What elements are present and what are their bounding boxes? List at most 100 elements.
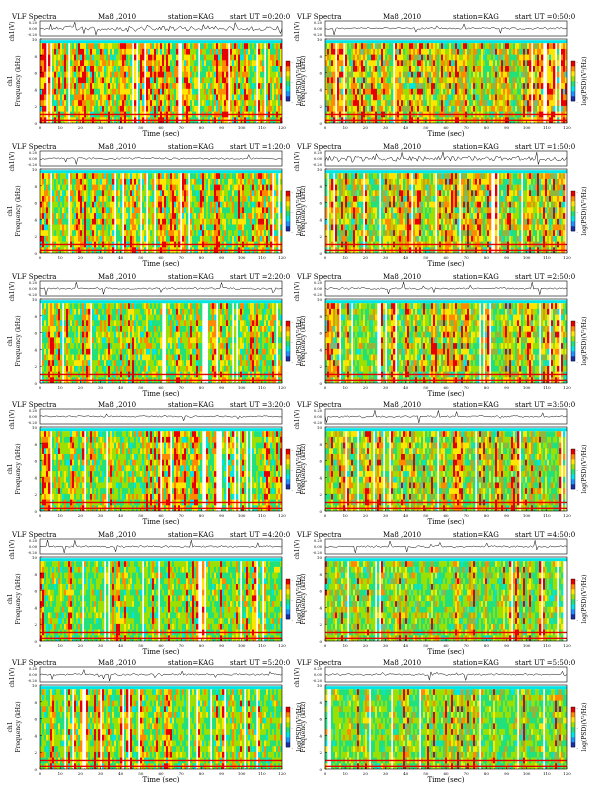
spectrogram-cell	[98, 88, 101, 95]
spectrogram-cell	[114, 66, 117, 72]
spectrogram-cell	[523, 77, 526, 84]
spectrogram-cell	[80, 173, 83, 180]
spectrogram-cell	[136, 184, 139, 191]
spectrogram-cell	[349, 43, 352, 50]
spectrogram-cell	[565, 66, 567, 72]
spectrogram-cell	[120, 207, 123, 214]
spectrogram-cell	[44, 207, 47, 214]
spectrogram-cell	[421, 66, 424, 72]
spectrogram-cell	[220, 94, 223, 101]
spectrogram-cell	[274, 218, 277, 225]
spectrogram-cell	[563, 48, 566, 55]
spectrogram-cell	[160, 66, 163, 72]
spectrogram-cell	[539, 77, 542, 84]
spectrogram-cell	[114, 60, 117, 67]
high-band	[325, 40, 567, 44]
spectrogram-cell	[104, 213, 107, 220]
spectrogram-cell	[82, 83, 85, 90]
time-tick-label: 10	[58, 125, 64, 130]
spectrogram-cell	[457, 83, 460, 90]
spectrogram-cell	[411, 54, 414, 61]
spectrogram-cell	[491, 105, 494, 112]
spectrogram-cell	[90, 184, 93, 191]
spectrogram-cell	[260, 190, 263, 197]
spectrogram-cell	[192, 100, 195, 107]
spectrogram-cell	[112, 60, 115, 67]
spectrogram-cell	[252, 83, 255, 90]
spectrogram-cell	[547, 88, 550, 95]
spectrogram-cell	[162, 230, 165, 237]
spectrogram-cell	[60, 48, 63, 55]
spectrogram-cell	[218, 71, 221, 78]
spectrogram-cell	[238, 83, 241, 90]
spectrogram-cell	[222, 94, 225, 101]
spectrogram-cell	[507, 43, 510, 50]
spectrogram-cell	[523, 100, 526, 107]
spectrogram-cell	[395, 48, 398, 55]
spectrogram-cell	[128, 83, 131, 90]
spectrogram-cell	[124, 184, 127, 191]
spectrogram-cell	[379, 54, 382, 61]
spectrogram-cell	[210, 196, 213, 202]
spectrogram-cell	[451, 54, 454, 61]
spectrogram-cell	[535, 77, 538, 84]
spectrogram-cell	[417, 77, 420, 84]
spectrogram-cell	[493, 66, 496, 72]
spectrogram-cell	[124, 77, 127, 84]
spectrogram-cell	[421, 60, 424, 67]
spectrogram-cell	[78, 224, 81, 231]
spectrogram-cell	[158, 88, 161, 95]
spectrogram-cell	[200, 71, 203, 78]
spectrogram-cell	[268, 173, 271, 180]
spectrogram-cell	[375, 77, 378, 84]
spectrogram-cell	[156, 43, 159, 50]
spectrogram-cell	[144, 184, 147, 191]
spectrogram-cell	[110, 196, 113, 202]
spectrogram-cell	[104, 71, 107, 78]
spectrogram-cell	[106, 60, 109, 67]
spectrogram-cell	[349, 77, 352, 84]
spectrogram-cell	[391, 66, 394, 72]
spectrogram-cell	[74, 83, 77, 90]
spectrogram-cell	[405, 77, 408, 84]
spectrogram-cell	[106, 94, 109, 101]
spectrogram-cell	[108, 213, 111, 220]
spectrogram-cell	[409, 77, 412, 84]
spectrogram-cell	[160, 54, 163, 61]
spectrogram-cell	[248, 54, 251, 61]
spectrogram-cell	[389, 100, 392, 107]
spectrogram-cell	[110, 105, 113, 112]
spectrogram-cell	[435, 77, 438, 84]
spectrogram-cell	[349, 71, 352, 78]
spectrogram-cell	[347, 66, 350, 72]
spectrogram-cell	[381, 94, 384, 101]
spectrogram-cell	[242, 201, 245, 208]
spectrogram-cell	[132, 190, 135, 197]
spectrogram-cell	[415, 77, 418, 84]
spectrogram-cell	[507, 66, 510, 72]
spectrogram-cell	[44, 190, 47, 197]
spectrogram-cell	[441, 83, 444, 90]
spectrogram-cell	[240, 190, 243, 197]
spectrogram-cell	[499, 88, 502, 95]
spectrogram-cell	[220, 230, 223, 237]
spectrogram-cell	[547, 48, 550, 55]
spectrogram-cell	[226, 71, 229, 78]
spectrogram-cell	[42, 66, 45, 72]
spectrogram-cell	[361, 94, 364, 101]
spectrogram-cell	[182, 71, 185, 78]
spectrogram-cell	[511, 54, 514, 61]
time-tick-label: 70	[464, 125, 470, 130]
high-band	[40, 170, 282, 174]
spectrogram-cell	[479, 48, 482, 55]
spectrogram-cell	[148, 207, 151, 214]
spectrogram-cell	[242, 213, 245, 220]
spectrogram-cell	[84, 224, 87, 231]
spectrogram-cell	[104, 66, 107, 72]
spectrogram-cell	[561, 77, 564, 84]
spectrogram-cell	[70, 207, 73, 214]
spectrogram-cell	[52, 77, 55, 84]
spectrogram-cell	[52, 66, 55, 72]
spectrogram-cell	[112, 235, 115, 242]
spectrogram-cell	[90, 54, 93, 61]
